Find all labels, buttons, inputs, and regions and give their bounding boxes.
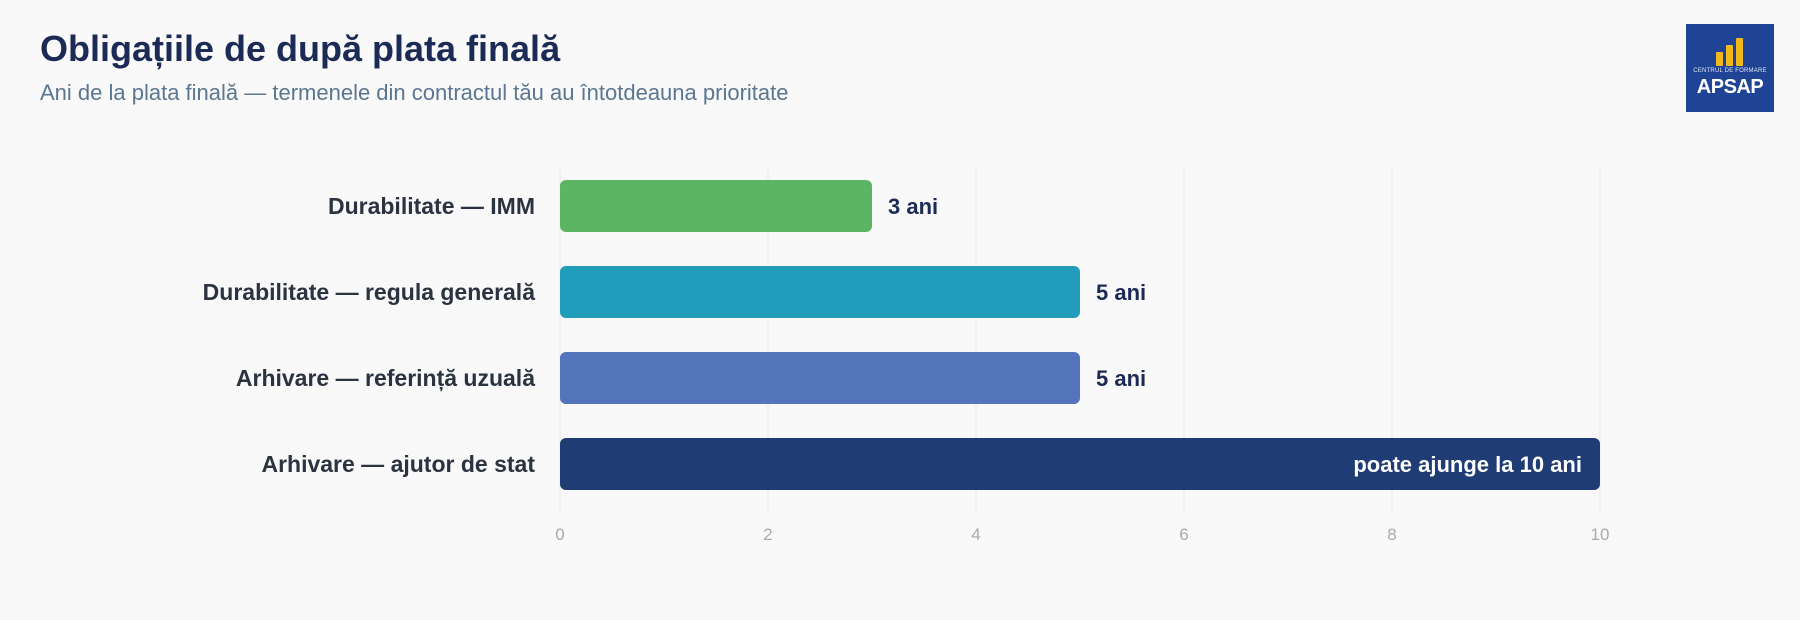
logo-bars-icon [1716, 38, 1743, 66]
x-tick-label: 10 [1591, 525, 1610, 544]
bar [560, 180, 872, 232]
x-tick-label: 8 [1387, 525, 1396, 544]
logo-caption: CENTRUL DE FORMARE [1693, 68, 1767, 74]
chart-title: Obligațiile de după plata finală [40, 28, 561, 69]
x-tick-label: 4 [971, 525, 980, 544]
category-label: Arhivare — ajutor de stat [261, 451, 535, 477]
category-label: Durabilitate — regula generală [203, 279, 536, 305]
chart-subtitle: Ani de la plata finală — termenele din c… [40, 80, 789, 105]
category-label: Durabilitate — IMM [328, 193, 535, 219]
data-label: 5 ani [1096, 366, 1146, 391]
x-tick-label: 2 [763, 525, 772, 544]
bar [560, 352, 1080, 404]
x-tick-label: 6 [1179, 525, 1188, 544]
data-label: poate ajunge la 10 ani [1353, 452, 1582, 477]
logo-wordmark: APSAP [1696, 76, 1764, 98]
x-tick-label: 0 [555, 525, 564, 544]
bar [560, 266, 1080, 318]
category-label: Arhivare — referință uzuală [236, 365, 535, 392]
data-label: 3 ani [888, 194, 938, 219]
apsap-logo: CENTRUL DE FORMARE APSAP [1686, 24, 1774, 112]
bar [560, 438, 1600, 490]
data-label: 5 ani [1096, 280, 1146, 305]
